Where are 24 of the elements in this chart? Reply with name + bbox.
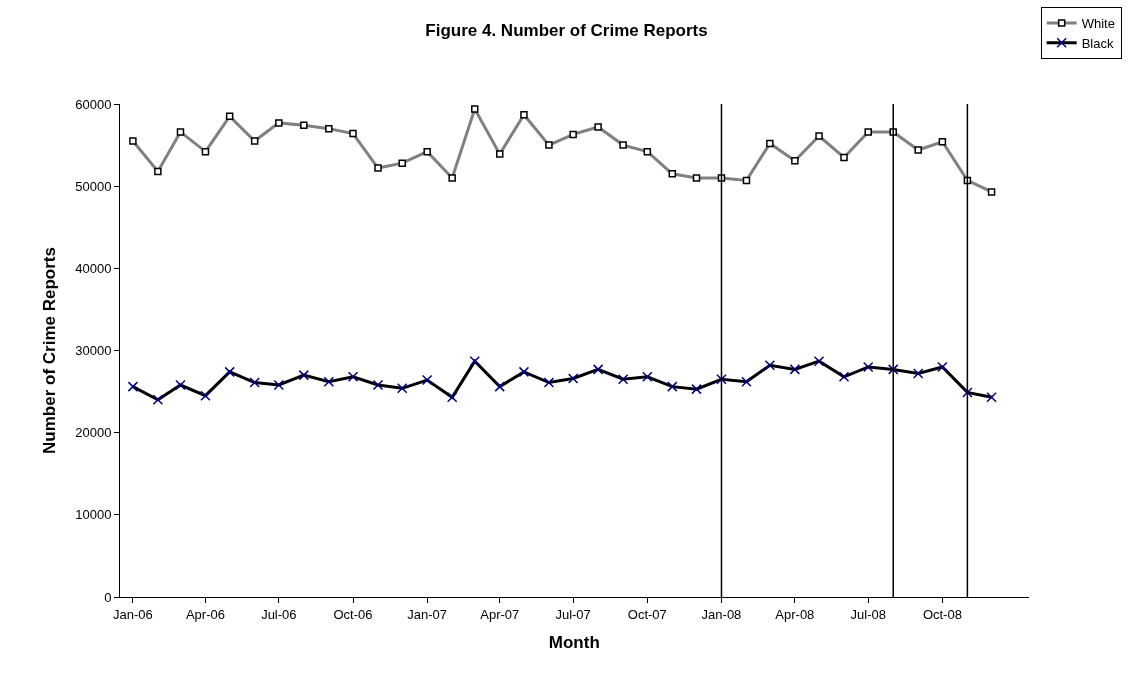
x-tick-label: Jul-07 [555,606,591,622]
x-tick-label: Jul-08 [850,606,886,622]
legend-label: White [1081,15,1115,31]
x-axis-title: Month [548,633,600,652]
x-tick-label: Jan-06 [113,606,153,622]
y-tick-label: 30000 [75,343,112,359]
y-tick-label: 40000 [75,260,112,276]
x-tick-label: Apr-08 [775,606,815,622]
x-tick-label: Oct-07 [627,606,667,622]
x-tick-label: Apr-06 [185,606,225,622]
x-tick-label: Oct-06 [333,606,373,622]
y-tick-label: 60000 [75,96,112,112]
x-tick-label: Jan-08 [701,606,742,622]
x-tick-label: Jul-06 [261,606,297,622]
y-tick-label: 10000 [75,507,112,523]
chart-title: Figure 4. Number of Crime Reports [425,21,708,41]
y-tick-label: 20000 [75,425,112,441]
y-tick-label: 0 [104,589,112,605]
x-tick-label: Jan-07 [407,606,448,622]
x-tick-label: Oct-08 [922,606,962,622]
x-tick-label: Apr-07 [480,606,520,622]
legend-label: Black [1081,35,1114,51]
y-tick-label: 50000 [75,178,112,194]
y-axis-title: Number of Crime Reports [39,247,59,454]
